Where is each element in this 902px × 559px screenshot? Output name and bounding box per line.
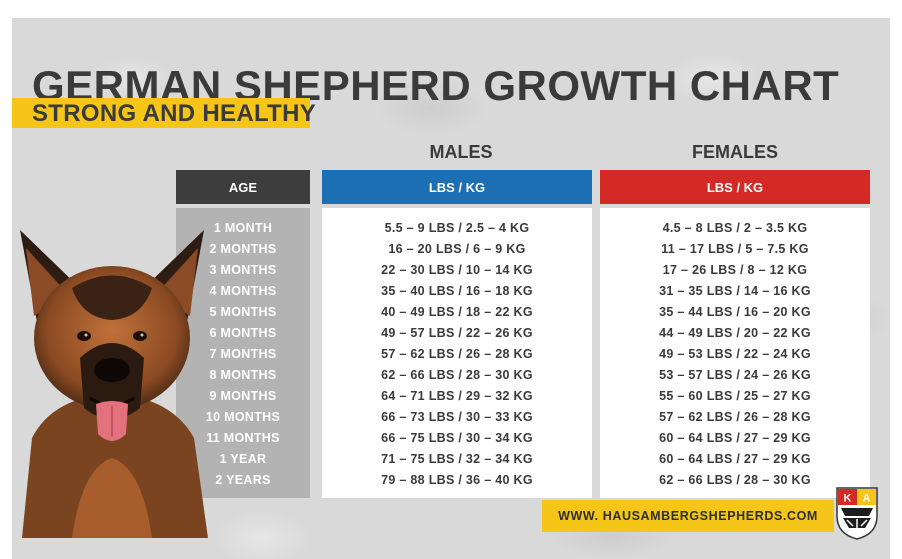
age-cell: 11 MONTHS [206, 431, 280, 445]
male-weight-cell: 35 – 40 LBS / 16 – 18 KG [381, 284, 533, 298]
website-banner: WWW. HAUSAMBERGSHEPHERDS.COM [542, 500, 834, 532]
females-group-title: FEMALES [691, 142, 778, 162]
male-weight-cell: 5.5 – 9 LBS / 2.5 – 4 KG [384, 221, 530, 235]
female-weight-cell: 49 – 53 LBS / 22 – 24 KG [659, 347, 811, 361]
male-weight-cell: 22 – 30 LBS / 10 – 14 KG [381, 263, 533, 277]
females-rows: 4.5 – 8 LBS / 2 – 3.5 KG 11 – 17 LBS / 5 … [600, 218, 870, 491]
subtitle-band [12, 98, 310, 128]
age-column-header: AGE [176, 170, 310, 204]
age-cell: 10 MONTHS [205, 410, 281, 424]
female-weight-cell: 17 – 26 LBS / 8 – 12 KG [662, 263, 808, 277]
age-cell: 6 MONTHS [209, 326, 277, 340]
male-weight-cell: 79 – 88 LBS / 36 – 40 KG [381, 473, 533, 487]
german-shepherd-photo [20, 230, 208, 538]
females-column-header: LBS / KG [600, 170, 870, 204]
males-column-header: LBS / KG [322, 170, 592, 204]
male-weight-cell: 64 – 71 LBS / 29 – 32 KG [381, 389, 533, 403]
female-weight-cell: 62 – 66 LBS / 28 – 30 KG [659, 473, 811, 487]
female-weight-cell: 35 – 44 LBS / 16 – 20 KG [659, 305, 811, 319]
male-weight-cell: 16 – 20 LBS / 6 – 9 KG [388, 242, 526, 256]
female-weight-cell: 11 – 17 LBS / 5 – 7.5 KG [661, 242, 809, 256]
male-weight-cell: 49 – 57 LBS / 22 – 26 KG [381, 326, 533, 340]
female-weight-cell: 60 – 64 LBS / 27 – 29 KG [659, 452, 811, 466]
females-column: 4.5 – 8 LBS / 2 – 3.5 KG 11 – 17 LBS / 5 … [600, 208, 870, 498]
age-cell: 5 MONTHS [209, 305, 277, 319]
age-cell: 4 MONTHS [209, 284, 277, 298]
female-weight-cell: 53 – 57 LBS / 24 – 26 KG [659, 368, 811, 382]
subtitle: STRONG AND HEALTHY [32, 100, 317, 127]
male-weight-cell: 71 – 75 LBS / 32 – 34 KG [381, 452, 533, 466]
logo-letter-a: A [863, 493, 871, 505]
female-weight-cell: 55 – 60 LBS / 25 – 27 KG [659, 389, 811, 403]
age-cell: 7 MONTHS [209, 347, 277, 361]
male-weight-cell: 62 – 66 LBS / 28 – 30 KG [381, 368, 533, 382]
female-weight-cell: 60 – 64 LBS / 27 – 29 KG [659, 431, 811, 445]
female-weight-cell: 31 – 35 LBS / 14 – 16 KG [659, 284, 811, 298]
female-weight-cell: 4.5 – 8 LBS / 2 – 3.5 KG [662, 221, 808, 235]
age-cell: 1 MONTH [213, 221, 273, 235]
males-rows: 5.5 – 9 LBS / 2.5 – 4 KG 16 – 20 LBS / 6 … [322, 218, 592, 491]
logo-letter-k: K [844, 493, 852, 505]
age-rows: 1 MONTH 2 MONTHS 3 MONTHS 4 MONTHS 5 MONTHS 6… [176, 218, 310, 491]
kennel-crest-logo: K A [836, 487, 878, 540]
age-cell: 9 MONTHS [209, 389, 277, 403]
male-weight-cell: 40 – 49 LBS / 18 – 22 KG [381, 305, 533, 319]
males-group-title: MALES [429, 142, 493, 162]
male-weight-cell: 66 – 73 LBS / 30 – 33 KG [381, 410, 533, 424]
website-url[interactable]: WWW. HAUSAMBERGSHEPHERDS.COM [558, 509, 818, 523]
males-column: 5.5 – 9 LBS / 2.5 – 4 KG 16 – 20 LBS / 6 … [322, 208, 592, 498]
female-weight-cell: 57 – 62 LBS / 26 – 28 KG [659, 410, 811, 424]
age-cell: 3 MONTHS [209, 263, 277, 277]
age-cell: 1 YEAR [219, 452, 267, 466]
female-weight-cell: 44 – 49 LBS / 20 – 22 KG [659, 326, 811, 340]
male-weight-cell: 57 – 62 LBS / 26 – 28 KG [381, 347, 533, 361]
male-weight-cell: 66 – 75 LBS / 30 – 34 KG [381, 431, 533, 445]
age-cell: 8 MONTHS [209, 368, 277, 382]
age-cell: 2 YEARS [215, 473, 271, 487]
age-cell: 2 MONTHS [209, 242, 277, 256]
growth-chart-poster: GERMAN SHEPHERD GROWTH CHART STRONG AND … [12, 18, 890, 559]
